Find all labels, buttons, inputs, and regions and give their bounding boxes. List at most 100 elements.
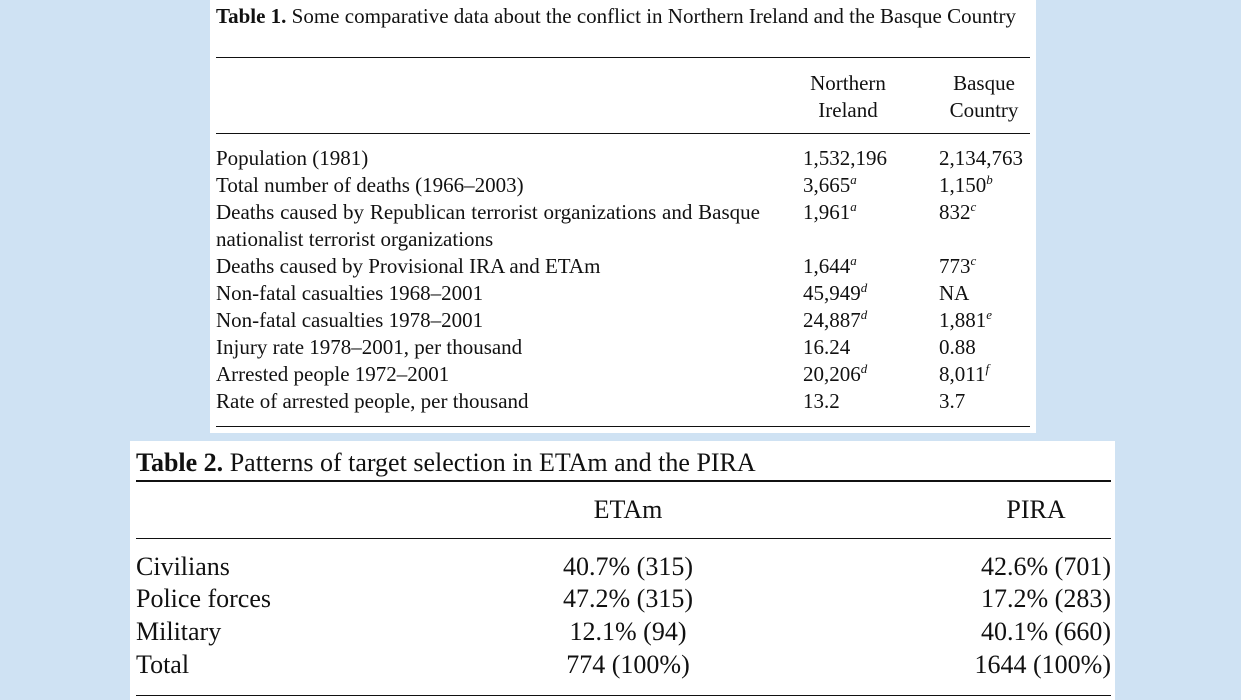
table-2-row: Civilians 40.7% (315) 42.6% (701) (136, 551, 1111, 583)
cell-value: 3.7 (939, 389, 966, 413)
cell-basque-country: 1,881e (939, 307, 992, 334)
cell-northern-ireland: 16.24 (803, 334, 850, 361)
cell-etam: 774 (100%) (566, 650, 690, 679)
cell-value: 20,206 (803, 362, 861, 386)
table-1-row: Non-fatal casualties 1968–2001 45,949d NA (216, 280, 1036, 307)
table-1-caption: Table 1. Some comparative data about the… (216, 3, 1030, 30)
table-1-row: Population (1981) 1,532,196 2,134,763 (216, 145, 1036, 172)
row-label: Civilians (136, 552, 230, 581)
table-2-caption-text: Patterns of target selection in ETAm and… (223, 448, 756, 477)
cell-value: 1,961 (803, 200, 851, 224)
cell-value: 2,134,763 (939, 146, 1023, 170)
column-header-pira: PIRA (1006, 495, 1066, 524)
table-1-caption-label: Table 1. (216, 4, 287, 28)
footnote-marker: b (986, 172, 993, 187)
cell-basque-country: 832c (939, 199, 976, 226)
cell-northern-ireland: 45,949d (803, 280, 867, 307)
cell-value: 16.24 (803, 335, 851, 359)
table-1-row: Deaths caused by Republican terrorist or… (216, 199, 1036, 253)
column-header-etam: ETAm (593, 495, 663, 524)
footnote-marker: f (985, 361, 990, 376)
row-label: Military (136, 617, 222, 646)
table-2-bottom-rule (136, 695, 1111, 696)
cell-etam: 12.1% (94) (569, 617, 687, 646)
row-label: Injury rate 1978–2001, per thousand (216, 335, 523, 359)
table-2-panel: Table 2. Patterns of target selection in… (130, 441, 1115, 700)
table-1-row: Non-fatal casualties 1978–2001 24,887d 1,8… (216, 307, 1036, 334)
cell-value: 1,881 (939, 308, 987, 332)
cell-northern-ireland: 1,644a (803, 253, 857, 280)
column-header-bc-line2: Country (949, 98, 1019, 122)
row-label: Arrested people 1972–2001 (216, 362, 450, 386)
cell-northern-ireland: 1,532,196 (803, 145, 887, 172)
footnote-marker: a (850, 172, 857, 187)
table-1-bottom-rule (216, 426, 1030, 427)
table-2-row: Military 12.1% (94) 40.1% (660) (136, 616, 1111, 648)
cell-etam: 40.7% (315) (563, 552, 693, 581)
footnote-marker: d (860, 280, 868, 295)
table-2-caption: Table 2. Patterns of target selection in… (136, 448, 756, 478)
footnote-marker: d (860, 307, 868, 322)
cell-basque-country: NA (939, 280, 969, 307)
row-label: Non-fatal casualties 1978–2001 (216, 308, 484, 332)
cell-basque-country: 2,134,763 (939, 145, 1023, 172)
footnote-marker: c (970, 253, 977, 268)
table-1-row: Injury rate 1978–2001, per thousand 16.24… (216, 334, 1036, 361)
row-label: Non-fatal casualties 1968–2001 (216, 281, 484, 305)
cell-basque-country: 3.7 (939, 388, 965, 415)
table-1-row: Total number of deaths (1966–2003) 3,665a… (216, 172, 1036, 199)
cell-northern-ireland: 3,665a (803, 172, 857, 199)
table-1-row: Deaths caused by Provisional IRA and ETA… (216, 253, 1036, 280)
cell-value: 0.88 (939, 335, 976, 359)
column-header-bc-line1: Basque (953, 71, 1015, 95)
footnote-marker: a (850, 253, 857, 268)
cell-pira: 1644 (100%) (974, 650, 1111, 679)
cell-etam: 47.2% (315) (563, 584, 693, 613)
row-label: Rate of arrested people, per thousand (216, 389, 529, 413)
footnote-marker: a (850, 199, 857, 214)
cell-basque-country: 0.88 (939, 334, 976, 361)
row-label: Total (136, 650, 190, 679)
cell-value: 8,011 (939, 362, 986, 386)
cell-value: 1,532,196 (803, 146, 887, 170)
cell-value: 773 (939, 254, 971, 278)
table-1-caption-text: Some comparative data about the conflict… (286, 4, 1016, 28)
cell-northern-ireland: 13.2 (803, 388, 840, 415)
cell-basque-country: 1,150b (939, 172, 993, 199)
table-2-row: Police forces 47.2% (315) 17.2% (283) (136, 583, 1111, 615)
row-label: Deaths caused by Provisional IRA and ETA… (216, 254, 601, 278)
table-2-top-rule (136, 480, 1111, 482)
cell-value: 1,150 (939, 173, 987, 197)
table-1-row: Arrested people 1972–2001 20,206d 8,011f (216, 361, 1036, 388)
cell-value: 3,665 (803, 173, 851, 197)
row-label: Population (1981) (216, 146, 369, 170)
column-header-ni-line2: Ireland (818, 98, 878, 122)
cell-value: NA (939, 281, 970, 305)
table-1-top-rule (216, 57, 1030, 58)
column-header-basque-country: Basque Country (926, 70, 1042, 124)
cell-basque-country: 8,011f (939, 361, 989, 388)
cell-value: 24,887 (803, 308, 861, 332)
cell-northern-ireland: 24,887d (803, 307, 867, 334)
cell-value: 13.2 (803, 389, 840, 413)
column-header-ni-line1: Northern (810, 71, 886, 95)
cell-value: 45,949 (803, 281, 861, 305)
cell-northern-ireland: 1,961a (803, 199, 857, 226)
table-2-caption-label: Table 2. (136, 448, 224, 477)
column-header-northern-ireland: Northern Ireland (788, 70, 908, 124)
table-1-header-rule (216, 133, 1030, 134)
cell-pira: 40.1% (660) (981, 617, 1111, 646)
footnote-marker: c (970, 199, 977, 214)
footnote-marker: e (986, 307, 993, 322)
row-label: Total number of deaths (1966–2003) (216, 173, 524, 197)
cell-value: 1,644 (803, 254, 851, 278)
table-2-row: Total 774 (100%) 1644 (100%) (136, 649, 1111, 681)
table-1-row: Rate of arrested people, per thousand 13.… (216, 388, 1036, 415)
cell-northern-ireland: 20,206d (803, 361, 867, 388)
cell-pira: 42.6% (701) (981, 552, 1111, 581)
cell-basque-country: 773c (939, 253, 976, 280)
cell-pira: 17.2% (283) (981, 584, 1111, 613)
cell-value: 832 (939, 200, 971, 224)
footnote-marker: d (860, 361, 868, 376)
table-2-header-rule (136, 538, 1111, 539)
